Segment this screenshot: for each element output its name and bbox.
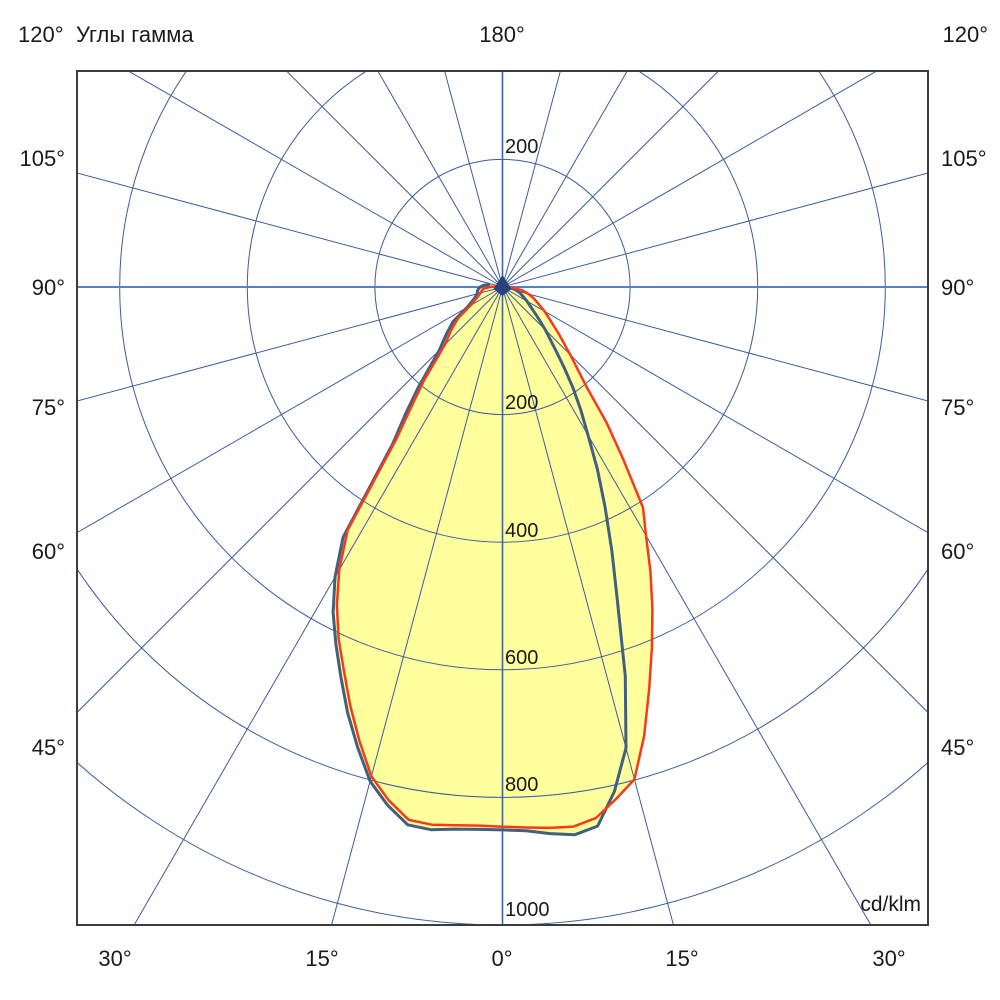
gamma-angle-label: 15° (665, 946, 698, 971)
gamma-angle-label: 60° (32, 539, 65, 564)
grid-ray-30 (502, 286, 871, 924)
grid-ray-75 (502, 286, 927, 402)
grid-ray-150 (502, 72, 628, 288)
gamma-angle-label: 105° (941, 146, 987, 171)
ring-value-label: 800 (505, 774, 538, 796)
gamma-angle-label: 15° (305, 946, 338, 971)
grid-ray-135 (502, 72, 719, 288)
intensity-fill (333, 284, 653, 835)
grid-ray-195 (444, 72, 503, 288)
gamma-angle-label: 0° (491, 946, 512, 971)
grid-ray-120 (502, 72, 876, 288)
ring-value-label: 1000 (505, 899, 550, 921)
grid-ray-345 (331, 286, 503, 924)
grid-ray-255 (78, 172, 503, 288)
grid-ray-45 (502, 286, 927, 713)
chart-title: Углы гамма (76, 22, 194, 47)
ring-value-label: 200 (505, 392, 538, 414)
gamma-angle-label: 60° (941, 539, 974, 564)
ring-value-label: 600 (505, 647, 538, 669)
gamma-angle-label: 30° (98, 946, 131, 971)
grid-ray-60 (502, 286, 927, 533)
gamma-angle-label: 90° (32, 275, 65, 300)
center-marker (493, 275, 512, 296)
grid-ray-15 (502, 286, 674, 924)
gamma-angle-label: 75° (32, 395, 65, 420)
gamma-angle-label: 120° (18, 22, 64, 47)
grid-ray-315 (78, 286, 503, 713)
ring-value-label: 200 (505, 136, 538, 158)
grid-ray-210 (377, 72, 503, 288)
curve-c0 (331, 283, 628, 837)
gamma-angle-label: 75° (941, 395, 974, 420)
curve-c90 (335, 285, 654, 830)
unit-label: cd/klm (860, 893, 921, 916)
grid-ray-300 (78, 286, 503, 533)
gamma-angle-label: 180° (479, 22, 525, 47)
ring-value-label: 400 (505, 520, 538, 542)
gamma-angle-label: 45° (941, 735, 974, 760)
plot-border (76, 70, 929, 926)
grid-ray-240 (129, 72, 503, 288)
grid-ray-330 (134, 286, 503, 924)
grid-ray-105 (502, 172, 927, 288)
gamma-angle-label: 45° (32, 735, 65, 760)
gamma-angle-label: 90° (941, 275, 974, 300)
grid-ray-165 (502, 72, 561, 288)
gamma-angle-label: 105° (19, 146, 65, 171)
gamma-angle-label: 30° (872, 946, 905, 971)
gamma-angle-label: 120° (942, 22, 988, 47)
grid-ray-285 (78, 286, 503, 402)
grid-ray-225 (286, 72, 503, 288)
